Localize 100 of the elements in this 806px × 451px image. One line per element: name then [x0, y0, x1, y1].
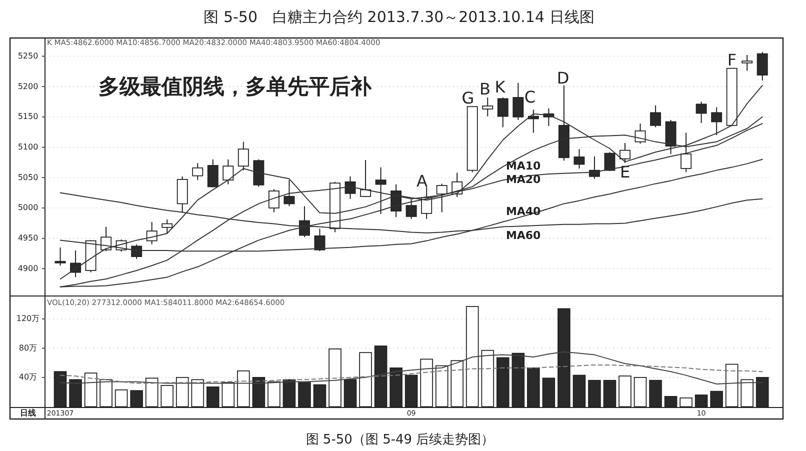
candlestick — [497, 96, 508, 128]
bar — [282, 379, 296, 408]
bar — [313, 384, 326, 408]
candlestick — [604, 152, 616, 172]
candlestick — [406, 198, 417, 220]
candlestick — [238, 141, 249, 171]
annotation: 多级最值阴线，多单先平后补 — [98, 74, 372, 99]
bar — [160, 385, 174, 408]
candlestick — [146, 221, 158, 245]
annotation: A — [416, 171, 428, 190]
y-tick-label: 5050 — [18, 172, 38, 182]
candlestick — [650, 104, 662, 128]
bar — [740, 379, 754, 408]
bar — [114, 389, 128, 408]
bar — [634, 376, 647, 408]
candlestick — [482, 96, 494, 117]
bar — [588, 380, 601, 408]
bar — [206, 386, 220, 408]
line-series — [60, 351, 763, 384]
bar — [100, 379, 112, 408]
candlestick — [268, 188, 280, 213]
candlestick — [574, 148, 585, 170]
series-label: MA20 — [506, 173, 542, 186]
bar — [191, 379, 204, 408]
bar — [603, 380, 616, 408]
bar — [344, 379, 357, 408]
candlestick — [512, 82, 524, 120]
bar — [756, 376, 769, 408]
bar — [466, 306, 479, 408]
bar — [435, 365, 448, 408]
series-label: MA60 — [506, 228, 542, 242]
annotation: B — [480, 79, 490, 98]
bar — [527, 367, 540, 408]
line-series — [60, 364, 763, 384]
annotation: E — [620, 162, 630, 182]
candlestick — [711, 106, 722, 136]
candlestick — [680, 132, 692, 173]
bar — [542, 378, 556, 408]
bar — [725, 364, 738, 408]
bar — [618, 376, 632, 408]
annotation: G — [462, 88, 474, 108]
y-tick-label: 5150 — [18, 112, 38, 122]
bar — [54, 371, 67, 408]
bar — [69, 379, 82, 408]
bar — [664, 396, 678, 408]
y-tick-label: 120万 — [16, 314, 40, 324]
candlestick — [54, 246, 66, 266]
bar — [237, 370, 250, 408]
candlestick — [756, 51, 768, 81]
bar — [252, 376, 266, 408]
y-tick-label: 5100 — [18, 142, 38, 152]
bar — [374, 346, 388, 408]
bar — [404, 374, 418, 408]
bar — [268, 381, 280, 408]
annotation: D — [556, 68, 570, 88]
bar — [359, 352, 372, 408]
y-tick-label: 5250 — [18, 51, 38, 60]
y-tick-label: 4950 — [18, 234, 38, 243]
candlestick — [192, 162, 204, 181]
bar — [710, 390, 723, 408]
bar — [481, 350, 494, 408]
bar — [328, 348, 342, 408]
bar — [694, 394, 708, 408]
bar — [649, 380, 662, 408]
y-tick-label: 5000 — [18, 203, 38, 212]
candlestick — [620, 142, 630, 164]
chart-title: 图 5-50 白糖主力合约 2013.7.30～2013.10.14 日线图 — [204, 8, 594, 26]
y-tick-label: 5200 — [18, 82, 38, 91]
candlestick — [360, 160, 372, 198]
caption: 图 5-50（图 5-49 后续走势图） — [306, 432, 494, 448]
bar — [130, 390, 143, 408]
bar — [496, 357, 510, 408]
bar — [84, 372, 98, 408]
bar — [680, 397, 692, 408]
x-axis-title: 日线 — [20, 408, 36, 418]
series-label: MA40 — [506, 204, 542, 218]
annotation: K — [494, 77, 506, 96]
annotation: F — [727, 50, 737, 70]
bar — [558, 308, 570, 408]
candlestick — [375, 166, 386, 215]
annotation: C — [524, 87, 536, 106]
y-tick-label: 40万 — [18, 372, 38, 382]
bar — [298, 382, 311, 408]
bar — [390, 367, 402, 408]
candlestick — [222, 158, 234, 185]
bar — [450, 360, 464, 408]
y-tick-label: 4900 — [18, 264, 38, 273]
candlestick — [696, 101, 707, 124]
y-tick-label: 80万 — [18, 343, 38, 352]
bar — [572, 374, 586, 408]
bar — [420, 358, 433, 408]
candlestick — [207, 158, 218, 188]
candlestick — [742, 54, 753, 72]
candlestick — [162, 219, 173, 234]
candlestick — [436, 183, 448, 213]
bar — [512, 352, 525, 408]
candlestick — [284, 180, 295, 207]
series-label: MA10 — [506, 160, 542, 173]
bar — [145, 378, 158, 408]
bar — [222, 382, 235, 408]
